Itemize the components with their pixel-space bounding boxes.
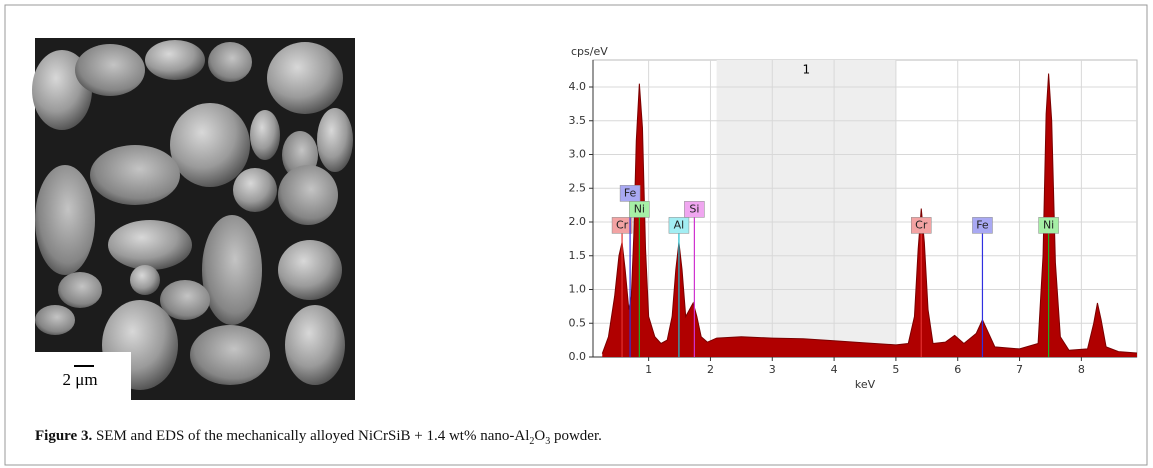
region <box>716 60 896 357</box>
element-label: Fe <box>624 186 637 199</box>
x-tick-label: 8 <box>1078 363 1085 376</box>
figure-frame <box>4 4 1148 466</box>
caption: Figure 3. SEM and EDS of the mechanicall… <box>35 428 602 447</box>
y-tick-label: 4.0 <box>569 80 587 93</box>
x-axis-label: keV <box>855 378 876 391</box>
element-label: Ni <box>1043 218 1054 231</box>
scale-bar-label: 2 μm <box>62 370 97 389</box>
y-tick-label: 3.5 <box>569 114 587 127</box>
x-tick-label: 6 <box>954 363 961 376</box>
y-tick-label: 0.5 <box>569 316 587 329</box>
region-label: 1 <box>802 63 810 77</box>
caption-text: powder. <box>550 428 602 444</box>
caption-label: Figure 3. <box>35 428 93 444</box>
element-label: Fe <box>976 218 989 231</box>
x-tick-label: 1 <box>645 363 652 376</box>
caption-text: SEM and EDS of the mechanically alloyed … <box>95 428 530 444</box>
x-tick-label: 2 <box>707 363 714 376</box>
scale-bar-box <box>35 352 131 400</box>
element-box <box>1038 217 1059 234</box>
caption-subscript: 3 <box>545 436 551 447</box>
y-tick-label: 3.0 <box>569 148 587 161</box>
y-tick-label: 1.5 <box>569 249 587 262</box>
sem-image: 2 μm <box>32 38 355 400</box>
x-tick-label: 4 <box>831 363 838 376</box>
y-tick-label: 1.0 <box>569 283 587 296</box>
element-box <box>911 217 932 234</box>
y-tick-label: 2.0 <box>569 215 587 228</box>
y-tick-label: 0.0 <box>569 350 587 363</box>
element-label: Al <box>674 218 685 231</box>
x-tick-label: 5 <box>892 363 899 376</box>
y-tick-label: 2.5 <box>569 181 587 194</box>
caption-subscript: 2 <box>529 436 535 447</box>
element-label: Si <box>689 202 699 215</box>
element-label: Cr <box>915 218 928 231</box>
element-box <box>972 217 993 234</box>
particles <box>32 40 353 390</box>
element-box <box>629 201 650 218</box>
x-tick-label: 3 <box>769 363 776 376</box>
element-box <box>668 217 690 234</box>
element-box <box>684 201 705 218</box>
y-axis-label: cps/eV <box>571 45 608 58</box>
spectrum-line <box>601 73 1138 354</box>
element-box <box>611 217 633 234</box>
element-label: Ni <box>634 202 645 215</box>
x-tick-label: 7 <box>1016 363 1023 376</box>
eds-chart: 1 0.0 0.5 1.0 1.5 2.0 2.5 3.0 3.5 4.0 1 2 3 4 5 6 7 8 cps/… <box>569 45 1138 391</box>
element-label: Cr <box>616 218 629 231</box>
caption-text: O <box>534 428 546 444</box>
